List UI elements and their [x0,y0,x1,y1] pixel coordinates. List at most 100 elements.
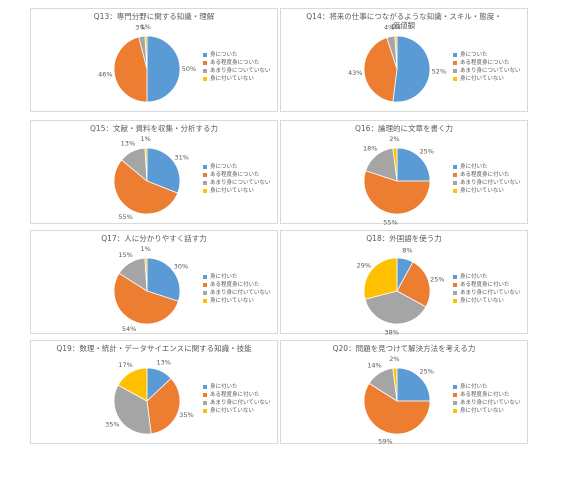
legend: 身に付いた ある程度身に付いた あまり身に付いていない 身に付いていない [203,273,270,305]
data-label: 2% [389,355,399,363]
data-label: 25% [419,147,433,155]
legend-item: 身に付いていない [453,297,520,305]
chart-panel: Q14：将来の仕事につながるような知識・スキル・態度・ 価値観 52% 43% 4% 1… [280,8,528,112]
legend-item: 身に付いていない [453,75,520,83]
legend-swatch [203,283,207,287]
legend-label: ある程度身に付いた [460,172,510,178]
legend-swatch [453,283,457,287]
legend: 身に付いた ある程度身に付いた あまり身に付いていない 身に付いていない [203,383,270,415]
legend-item: あまり身についていない [453,67,520,75]
legend-swatch [203,393,207,397]
legend-item: 身に付いていない [203,297,270,305]
data-label: 29% [357,261,371,269]
data-label: 13% [121,140,135,148]
legend-swatch [203,69,207,73]
legend-label: 身に付いた [460,164,488,170]
legend-item: ある程度身に付いた [453,171,520,179]
data-label: 1% [141,23,151,31]
data-label: 3% [135,24,145,32]
legend-label: ある程度身についた [460,60,510,66]
pie-chart: 30% 54% 15% 1% [113,245,188,333]
legend-swatch [203,181,207,185]
legend-label: 身に付いていない [460,188,504,194]
legend-swatch [203,291,207,295]
legend-label: 身に付いた [210,274,238,280]
legend-swatch [203,409,207,413]
legend-item: 身に付いた [203,273,270,281]
legend-swatch [453,173,457,177]
legend-swatch [453,275,457,279]
data-label: 30% [174,262,188,270]
chart-panel: Q15：文献・資料を収集・分析する力 31% 55% 13% 1% 身についた ある程度身に… [30,120,278,224]
legend-item: あまり身に付いていない [453,179,520,187]
chart-title: Q14：将来の仕事につながるような知識・スキル・態度・ 価値観 [306,12,502,30]
pie-slice [144,147,148,182]
legend-item: あまり身に付いていない [453,289,520,297]
data-label: 46% [98,70,112,78]
legend-item: ある程度身に付いた [453,281,520,289]
legend-label: 身に付いていない [210,408,254,414]
data-label: 8% [402,246,412,254]
pie-chart: 25% 59% 14% 2% [363,355,434,445]
legend-item: あまり身に付いていない [203,399,270,407]
pie-slice [363,37,398,103]
legend: 身に付いた ある程度身に付いた あまり身に付いていない 身に付いていない [453,383,520,415]
data-label: 52% [432,68,446,76]
legend-label: あまり身に付いていない [210,290,271,296]
pie-slice [364,290,427,325]
chart-title: Q17：人に分かりやすく話す力 [101,234,207,243]
legend-item: ある程度身についた [203,59,270,67]
legend-item: 身に付いていない [203,407,270,415]
legend-swatch [453,393,457,397]
pie-chart: 25% 55% 18% 2% [363,135,434,225]
pie-slice [363,257,398,300]
legend-label: 身に付いた [460,384,488,390]
data-label: 15% [118,251,132,259]
legend-swatch [453,181,457,185]
pie-slice [396,261,431,308]
legend-swatch [203,385,207,389]
data-label: 55% [118,213,132,221]
legend-label: あまり身に付いていない [460,400,521,406]
pie-slice [113,384,152,435]
data-label: 35% [105,421,119,429]
legend-item: 身に付いていない [453,187,520,195]
legend-swatch [453,291,457,295]
legend-label: 身に付いていない [210,188,254,194]
legend-swatch [453,53,457,57]
pie-slice [146,377,181,435]
legend: 身についた ある程度身についた あまり身についていない 身に付いていない [453,51,520,83]
data-label: 31% [174,153,188,161]
pie-slice [113,36,148,103]
legend-item: 身に付いていない [203,187,270,195]
legend-swatch [453,189,457,193]
chart-title: Q20：問題を見つけて解決方法を考える力 [332,344,476,353]
data-label: 17% [118,361,132,369]
legend-swatch [453,61,457,65]
pie-chart: 8% 25% 38% 29% [357,246,445,335]
legend-label: 身に付いていない [210,298,254,304]
chart-panel: Q16：論理的に文章を書く力 25% 55% 18% 2% 身に付いた ある程度身に付いたあ… [280,120,528,225]
pie-slice [392,35,431,103]
data-label: 1% [391,23,401,31]
legend-swatch [453,77,457,81]
pie-slice [146,257,181,302]
pie-slice [146,147,181,194]
legend-swatch [203,61,207,65]
pie-slice [363,170,431,215]
data-label: 13% [156,359,170,367]
legend-label: 身に付いた [460,274,488,280]
chart-panel: Q13：専門分野に関する知識・理解 50% 46% 3% 1% 身についた ある程度身につい… [30,8,278,112]
legend: 身に付いたある程度身に付いた あまり身に付いていない 身に付いていない [453,163,520,195]
legend-item: ある程度身に付いた [203,281,270,289]
pie-slice [113,159,179,215]
pie-chart: 13% 35% 35% 17% [105,359,194,435]
data-label: 35% [179,411,193,419]
data-label: 59% [378,437,392,445]
legend-swatch [453,165,457,169]
legend-item: ある程度身に付いた [203,391,270,399]
legend-label: 身に付いた [210,384,238,390]
legend-label: ある程度身に付いた [460,392,510,398]
legend-item: 身についた [203,163,270,171]
chart-panel: Q20：問題を見つけて解決方法を考える力 25% 59% 14% 2% 身に付いたある程度… [280,340,528,445]
